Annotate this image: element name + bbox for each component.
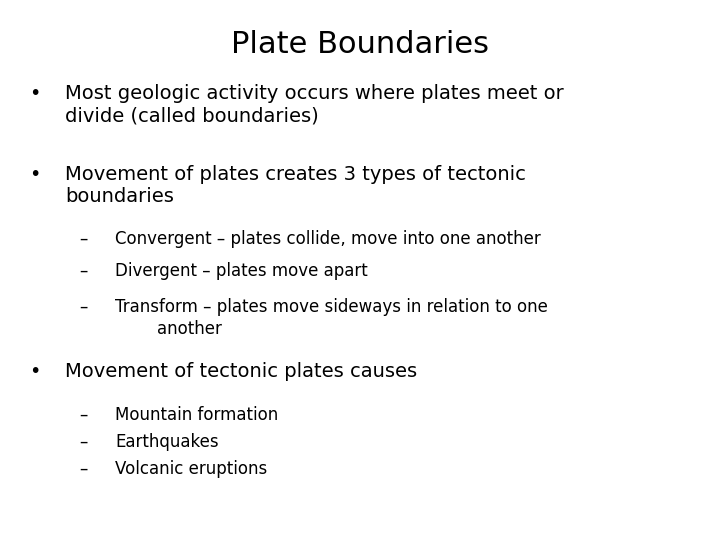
Text: Movement of plates creates 3 types of tectonic
boundaries: Movement of plates creates 3 types of te… [65, 165, 526, 206]
Text: Mountain formation: Mountain formation [115, 406, 279, 424]
Text: –: – [79, 262, 88, 280]
Text: Divergent – plates move apart: Divergent – plates move apart [115, 262, 368, 280]
Text: Movement of tectonic plates causes: Movement of tectonic plates causes [65, 362, 417, 381]
Text: •: • [29, 165, 40, 184]
Text: •: • [29, 362, 40, 381]
Text: –: – [79, 230, 88, 247]
Text: Transform – plates move sideways in relation to one
        another: Transform – plates move sideways in rela… [115, 298, 548, 338]
Text: Volcanic eruptions: Volcanic eruptions [115, 460, 267, 478]
Text: Convergent – plates collide, move into one another: Convergent – plates collide, move into o… [115, 230, 541, 247]
Text: –: – [79, 460, 88, 478]
Text: Plate Boundaries: Plate Boundaries [231, 30, 489, 59]
Text: Most geologic activity occurs where plates meet or
divide (called boundaries): Most geologic activity occurs where plat… [65, 84, 564, 125]
Text: Earthquakes: Earthquakes [115, 433, 219, 451]
Text: –: – [79, 406, 88, 424]
Text: –: – [79, 298, 88, 316]
Text: •: • [29, 84, 40, 103]
Text: –: – [79, 433, 88, 451]
